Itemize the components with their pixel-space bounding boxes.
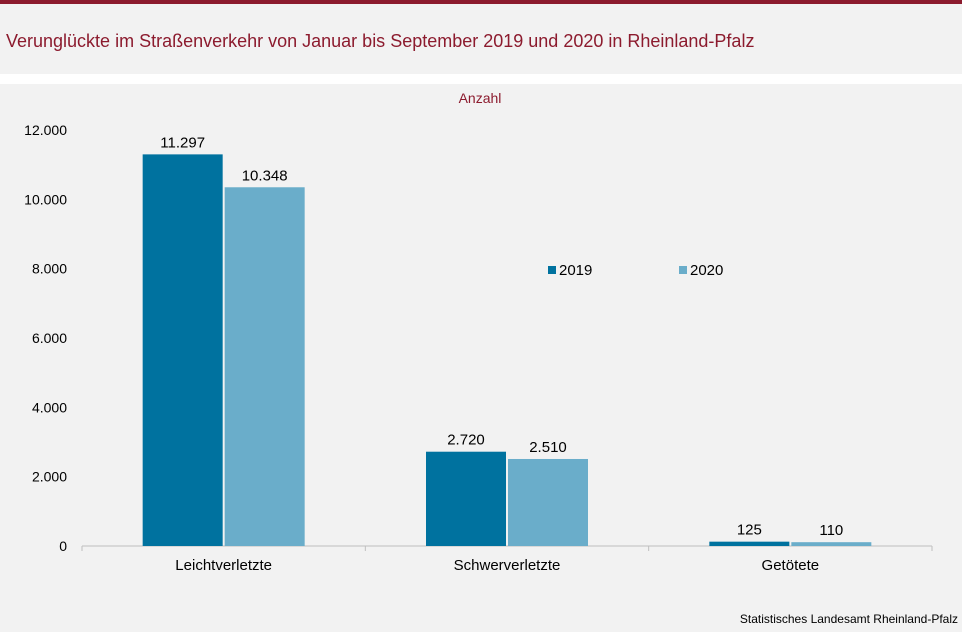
y-tick-label: 6.000 [32,330,67,346]
bar-2019 [426,451,506,546]
legend-swatch-2020 [679,266,687,274]
category-label: Leichtverletzte [175,557,272,574]
data-label: 2.720 [447,432,485,449]
y-tick-label: 0 [59,538,67,554]
y-tick-label: 10.000 [24,191,67,207]
bar-2019 [142,154,223,546]
chart-title: Verunglückte im Straßenverkehr von Janua… [6,31,755,51]
header: Verunglückte im Straßenverkehr von Janua… [0,4,962,74]
bar-2020 [224,187,305,546]
category-label: Getötete [762,557,820,574]
data-label: 10.348 [242,167,288,184]
data-label: 125 [737,522,762,539]
data-label: 110 [819,522,843,539]
bar-2020 [791,542,872,546]
y-tick-label: 12.000 [24,122,67,138]
data-label: 11.297 [160,134,205,151]
y-tick-label: 8.000 [32,261,67,277]
y-tick-label: 4.000 [32,399,67,415]
legend-swatch-2019 [548,266,556,274]
data-label: 2.510 [529,439,567,456]
top-accent-bar [0,0,962,4]
bar-2020 [508,458,588,546]
legend-label: 2019 [559,262,592,279]
source-note: Statistisches Landesamt Rheinland-Pfalz [739,612,958,626]
category-label: Schwerverletzte [454,557,561,574]
unit-label: Anzahl [459,90,502,106]
y-tick-label: 2.000 [32,469,67,485]
legend-label: 2020 [690,262,723,279]
bar-2019 [709,541,790,546]
